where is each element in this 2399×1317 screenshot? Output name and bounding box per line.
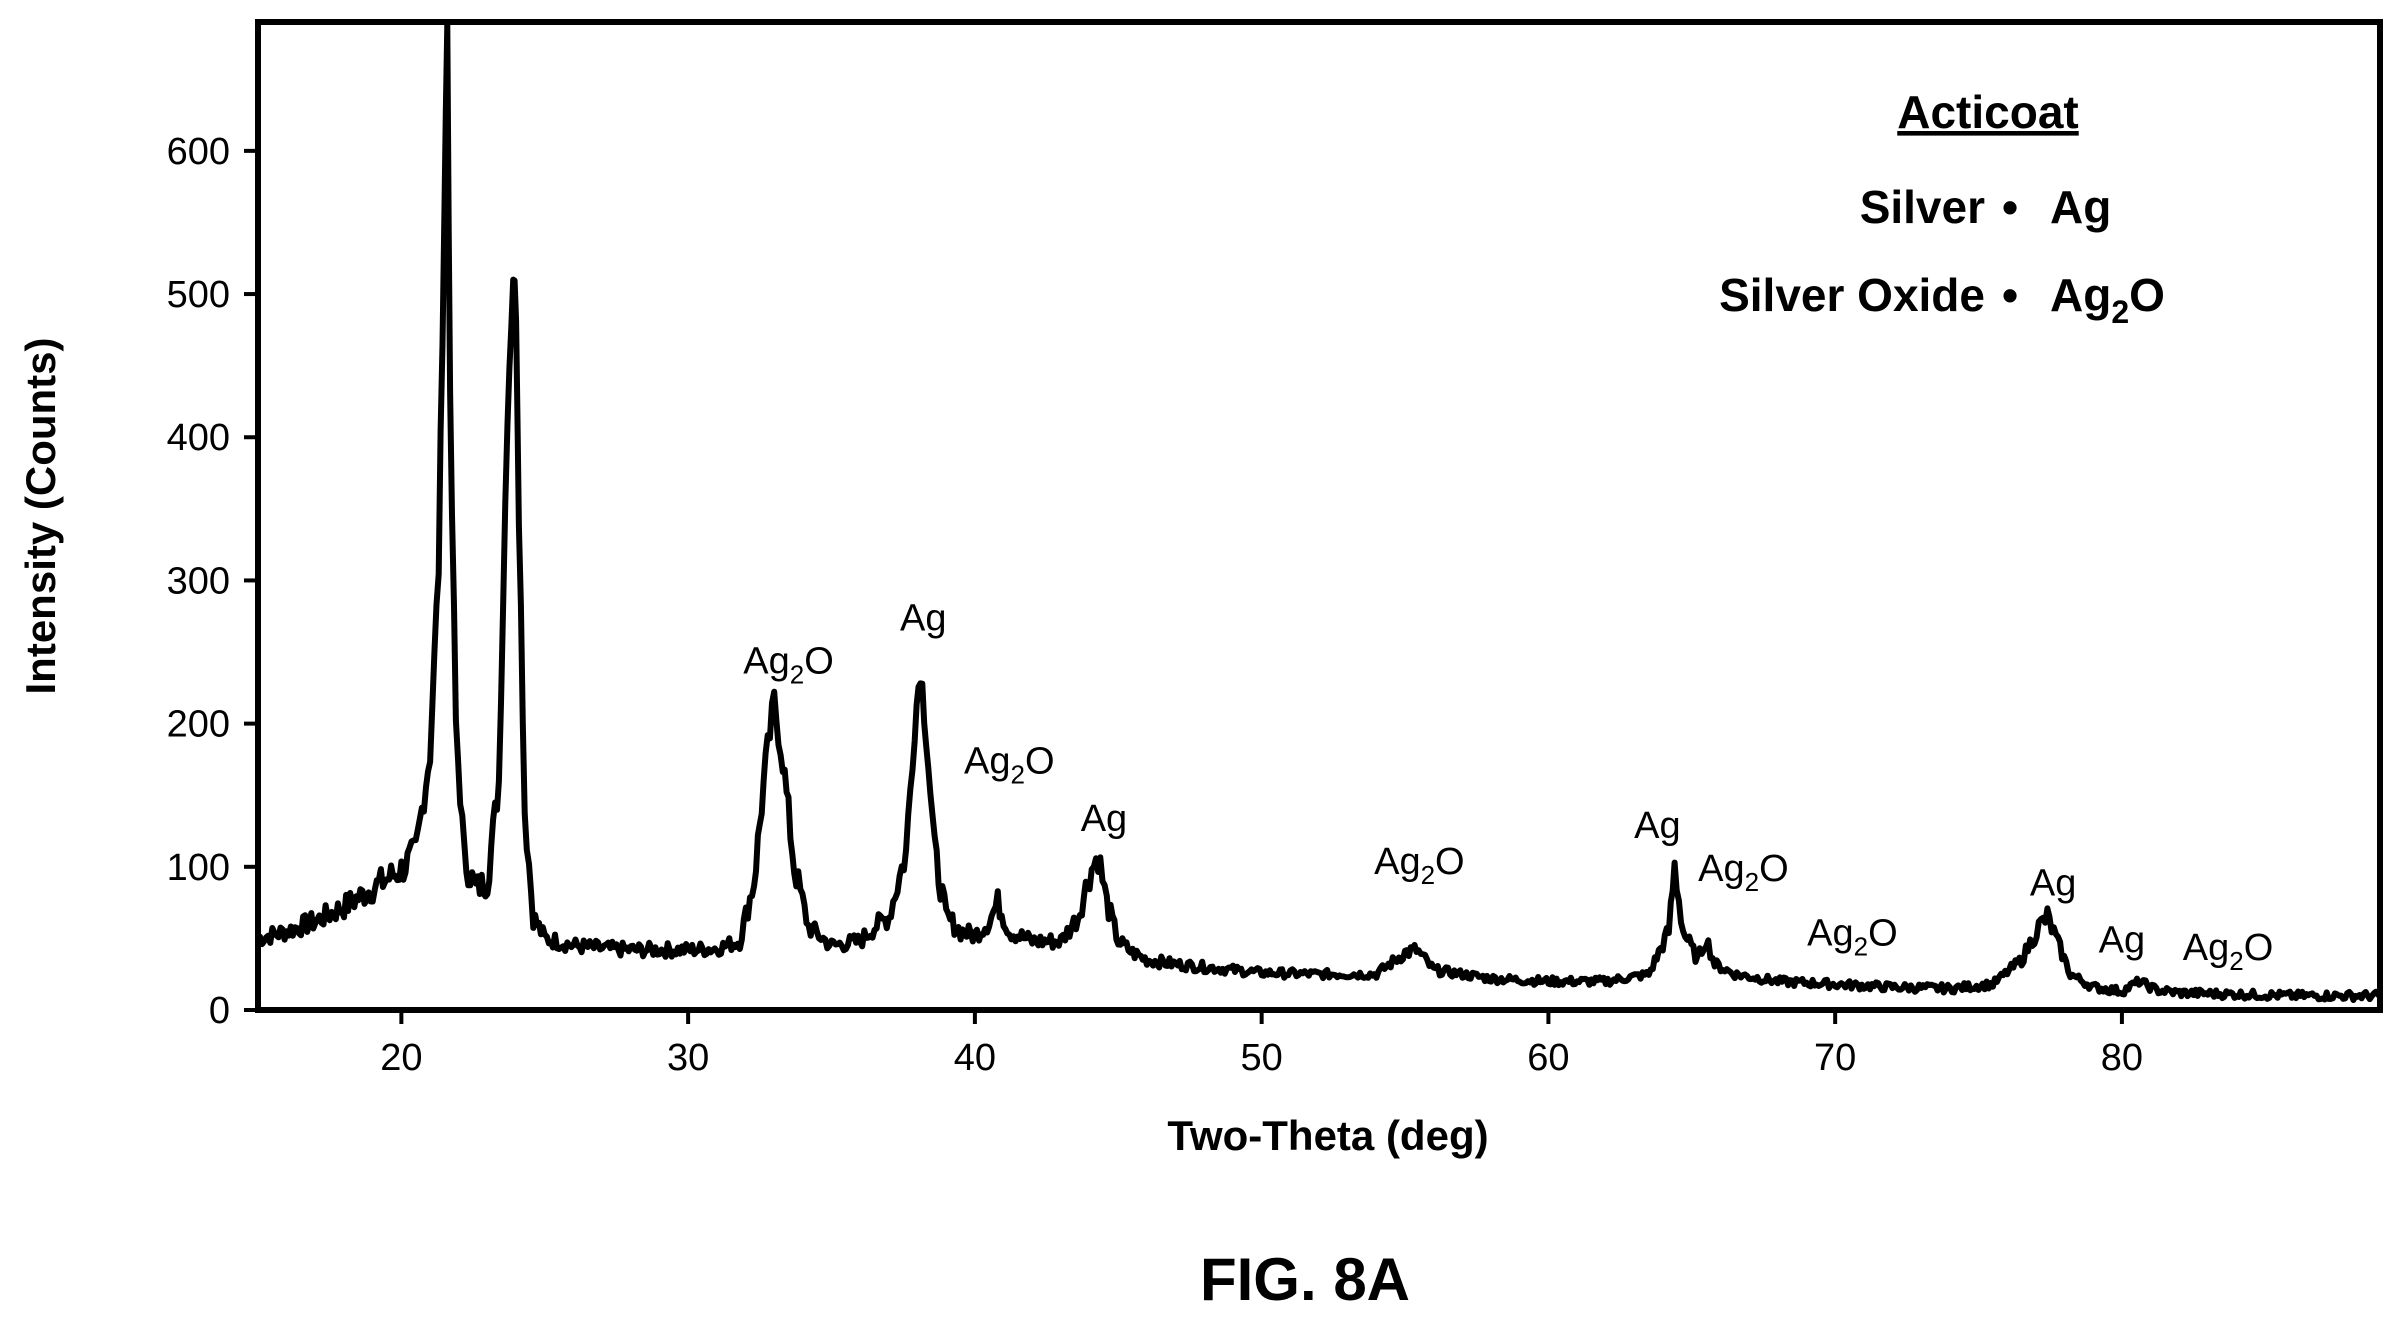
x-tick-label: 20 [380,1037,422,1079]
peak-label-subscript: 2 [1745,867,1759,897]
legend-entry-silver-oxide-symbol: Ag2O [2050,269,2165,330]
peak-label: Ag2O [1807,913,1898,962]
y-tick-label: 300 [167,560,230,602]
legend-symbol-suffix: O [2129,269,2165,321]
x-tick-label: 60 [1527,1037,1569,1079]
peak-label-base: Ag [1807,913,1853,955]
peak-label-subscript: 2 [2229,946,2243,976]
peak-label: Ag2O [1698,848,1789,897]
peak-label: Ag [1634,805,1680,847]
peak-label-base: Ag [1081,798,1127,840]
peak-label-subscript: 2 [1854,932,1868,962]
legend-entry-silver-name: Silver [1860,181,1985,233]
y-tick-label: 100 [167,847,230,889]
figure-caption: FIG. 8A [1200,1246,1410,1313]
legend-entry-silver-symbol: Ag [2050,181,2111,233]
peak-label-suffix: O [804,641,834,683]
peak-label-suffix: O [1759,848,1789,890]
peak-label: Ag [2099,920,2145,962]
x-axis-ticks: 20 30 40 50 60 70 80 [380,1010,2143,1079]
y-tick-label: 500 [167,274,230,316]
peak-label-suffix: O [1025,741,1055,783]
peak-label-base: Ag [2183,927,2229,969]
legend-title: Acticoat [1897,86,2078,138]
y-tick-label: 200 [167,704,230,746]
peak-label-suffix: O [1435,841,1465,883]
peak-label: Ag2O [2183,927,2274,976]
peak-label: Ag2O [964,741,1055,790]
peak-label-base: Ag [964,741,1010,783]
x-tick-label: 40 [954,1037,996,1079]
legend-symbol-subscript: 2 [2111,294,2129,330]
y-axis-title: Intensity (Counts) [17,338,64,695]
y-tick-label: 0 [209,990,230,1032]
peak-label-base: Ag [743,641,789,683]
series-line-intensity [258,22,2380,1003]
plot-frame [255,19,2383,1013]
peak-label-base: Ag [900,598,946,640]
peak-label-base: Ag [2099,920,2145,962]
peak-label-base: Ag [1374,841,1420,883]
peak-label-base: Ag [1698,848,1744,890]
peak-label: Ag2O [743,641,834,690]
legend-entry-silver-oxide-marker: • [2002,269,2018,321]
x-tick-label: 50 [1241,1037,1283,1079]
y-axis-ticks: 0 100 200 300 400 500 600 [167,131,258,1032]
peak-label-suffix: O [2244,927,2274,969]
legend: Acticoat Silver • Ag Silver Oxide • Ag2O [1719,86,2165,330]
peak-label: Ag [2030,862,2076,904]
peak-label: Ag [900,598,946,640]
x-tick-label: 80 [2101,1037,2143,1079]
peak-label: Ag2O [1374,841,1465,890]
peak-label-suffix: O [1868,913,1898,955]
peak-label: Ag [1081,798,1127,840]
x-tick-label: 30 [667,1037,709,1079]
y-tick-label: 600 [167,131,230,173]
x-tick-label: 70 [1814,1037,1856,1079]
legend-symbol-base: Ag [2050,269,2111,321]
peak-label-base: Ag [1634,805,1680,847]
peak-label-subscript: 2 [790,660,804,690]
x-axis-title: Two-Theta (deg) [1167,1112,1488,1159]
peak-label-subscript: 2 [1421,860,1435,890]
peak-label-subscript: 2 [1011,760,1025,790]
y-tick-label: 400 [167,417,230,459]
legend-entry-silver-marker: • [2002,181,2018,233]
legend-entry-silver-oxide-name: Silver Oxide [1719,269,1985,321]
peak-label-base: Ag [2030,862,2076,904]
